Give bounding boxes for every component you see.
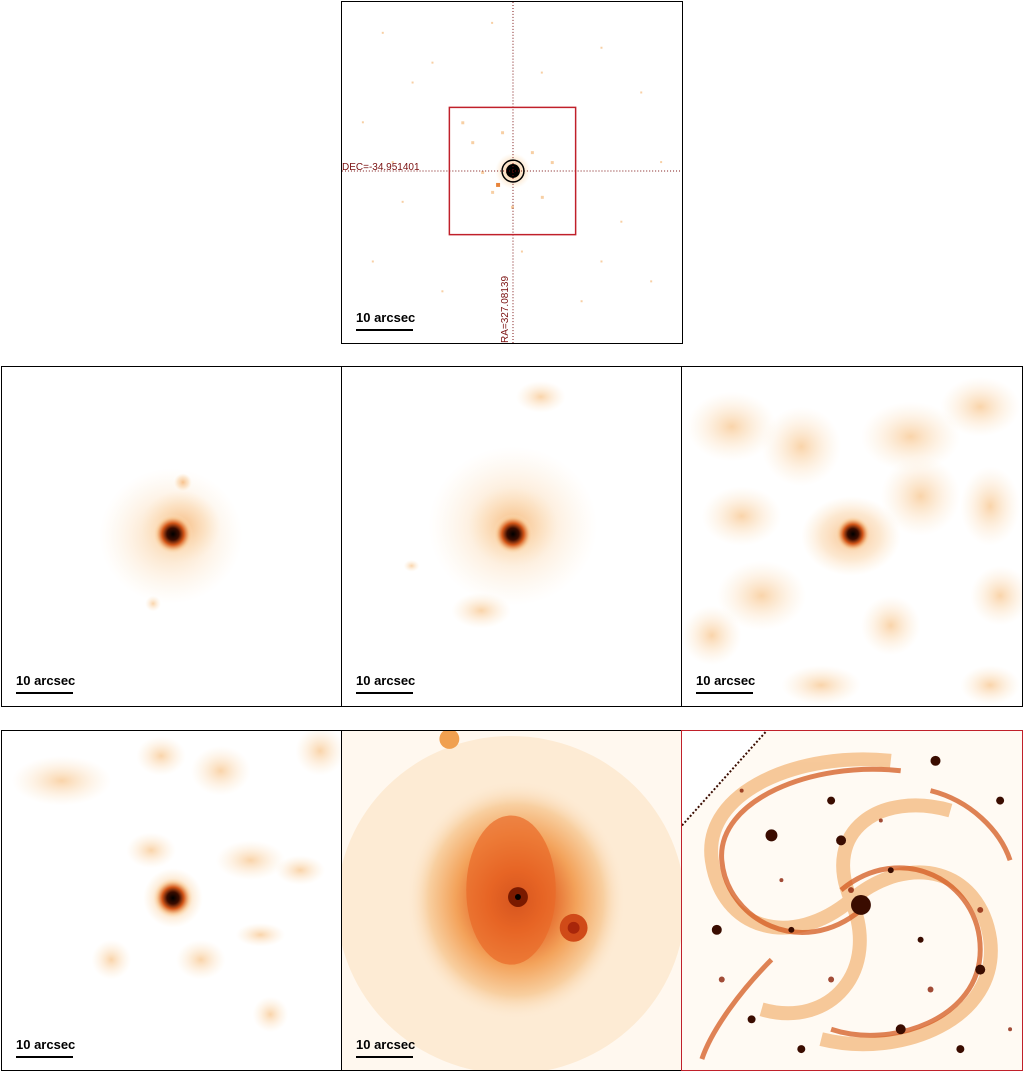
scale-bar: 10 arcsec xyxy=(16,1037,76,1058)
scale-bar-line xyxy=(356,329,413,331)
scale-bar: 10 arcsec xyxy=(356,310,416,331)
scale-label: 10 arcsec xyxy=(16,673,76,688)
smoothed-panel-4: 10 arcsec xyxy=(1,730,342,1071)
optical-galaxy-image xyxy=(342,731,682,1070)
scale-bar: 10 arcsec xyxy=(696,673,756,694)
scale-bar-line xyxy=(356,692,413,694)
scale-bar: 10 arcsec xyxy=(356,1037,416,1058)
zoomed-galaxy-image xyxy=(682,731,1022,1070)
xray-counts-image xyxy=(342,2,682,343)
scale-bar-line xyxy=(356,1056,413,1058)
zoomed-galaxy-panel xyxy=(681,730,1023,1071)
scale-bar-line xyxy=(696,692,753,694)
scale-label: 10 arcsec xyxy=(16,1037,76,1052)
scale-label: 10 arcsec xyxy=(356,1037,416,1052)
smoothed-panel-1: 10 arcsec xyxy=(1,366,342,707)
smoothed-panel-2: 10 arcsec xyxy=(341,366,683,707)
scale-bar-line xyxy=(16,1056,73,1058)
smoothed-panel-3: 10 arcsec xyxy=(681,366,1023,707)
smoothed-image-2 xyxy=(403,380,598,629)
smoothed-image-3 xyxy=(682,376,1022,706)
ra-label: RA=327.08139 xyxy=(500,275,511,343)
dec-label: DEC=-34.951401 xyxy=(342,162,420,173)
optical-galaxy-panel: 10 arcsec xyxy=(341,730,683,1071)
scale-label: 10 arcsec xyxy=(356,310,416,325)
scale-label: 10 arcsec xyxy=(356,673,416,688)
smoothed-image-1 xyxy=(99,468,243,612)
scale-bar: 10 arcsec xyxy=(16,673,76,694)
scale-label: 10 arcsec xyxy=(696,673,756,688)
scale-bar-line xyxy=(16,692,73,694)
xray-counts-panel: DEC=-34.951401 RA=327.08139 10 arcsec xyxy=(341,1,683,344)
scale-bar: 10 arcsec xyxy=(356,673,416,694)
smoothed-image-4 xyxy=(11,731,341,1033)
